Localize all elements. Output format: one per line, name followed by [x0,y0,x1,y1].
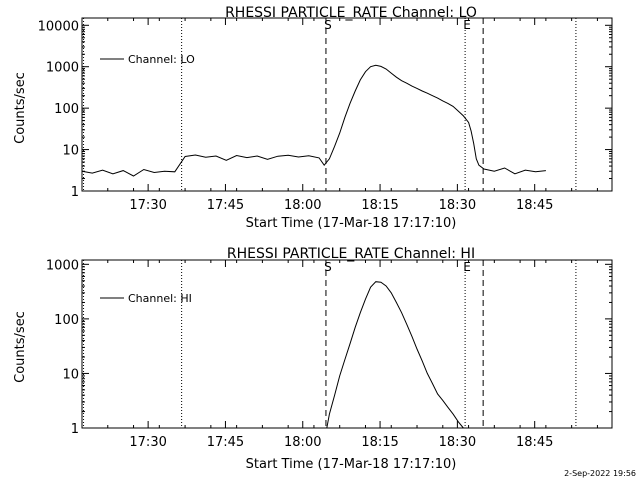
plot-frame [81,259,613,429]
chart-panel-hi: RHESSI PARTICLE_RATE Channel: HI Start T… [13,246,613,472]
x-tick-label: 18:15 [361,198,398,213]
legend: Channel: HI [100,292,192,305]
series-line [326,281,464,429]
event-marker-label: E [463,18,471,32]
plot-frame [81,17,613,192]
x-tick-label: 18:30 [439,435,476,450]
x-tick-label: 17:45 [207,198,244,213]
y-tick-label: 10 [62,144,79,159]
x-tick-label: 17:30 [129,435,166,450]
y-tick-label: 10000 [38,19,79,34]
chart-title: RHESSI PARTICLE_RATE Channel: LO [225,5,477,21]
series-line [81,64,546,177]
x-tick-label: 17:45 [207,435,244,450]
event-marker-label: S [324,18,332,32]
y-tick-label: 1000 [46,61,79,76]
x-tick-label: 17:30 [129,198,166,213]
legend-label: Channel: LO [128,53,195,66]
y-tick-label: 1 [71,422,79,437]
chart-panel-lo: RHESSI PARTICLE_RATE Channel: LO Start T… [13,5,613,231]
y-axis-label: Counts/sec [13,311,28,383]
x-tick-label: 18:45 [516,198,553,213]
y-axis-label: Counts/sec [13,72,28,144]
x-tick-label: 18:00 [284,435,321,450]
y-tick-label: 100 [54,102,79,117]
x-axis-label: Start Time (17-Mar-18 17:17:10) [246,457,457,472]
y-tick-label: 10 [62,367,79,382]
legend-label: Channel: HI [128,292,192,305]
footer-timestamp: 2-Sep-2022 19:56 [564,469,636,478]
x-axis-label: Start Time (17-Mar-18 17:17:10) [246,216,457,231]
x-tick-label: 18:45 [516,435,553,450]
legend: Channel: LO [100,53,195,66]
x-tick-label: 18:00 [284,198,321,213]
event-marker-label: E [463,260,471,274]
y-tick-label: 1000 [46,258,79,273]
y-tick-label: 100 [54,313,79,328]
chart-title: RHESSI PARTICLE_RATE Channel: HI [227,246,475,262]
x-tick-label: 18:30 [439,198,476,213]
event-marker-label: S [324,260,332,274]
x-tick-label: 18:15 [361,435,398,450]
y-tick-label: 1 [71,185,79,200]
